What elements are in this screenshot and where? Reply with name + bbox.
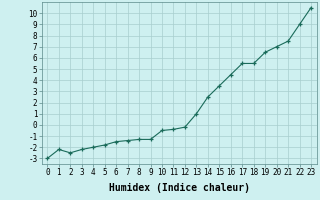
X-axis label: Humidex (Indice chaleur): Humidex (Indice chaleur) bbox=[109, 183, 250, 193]
